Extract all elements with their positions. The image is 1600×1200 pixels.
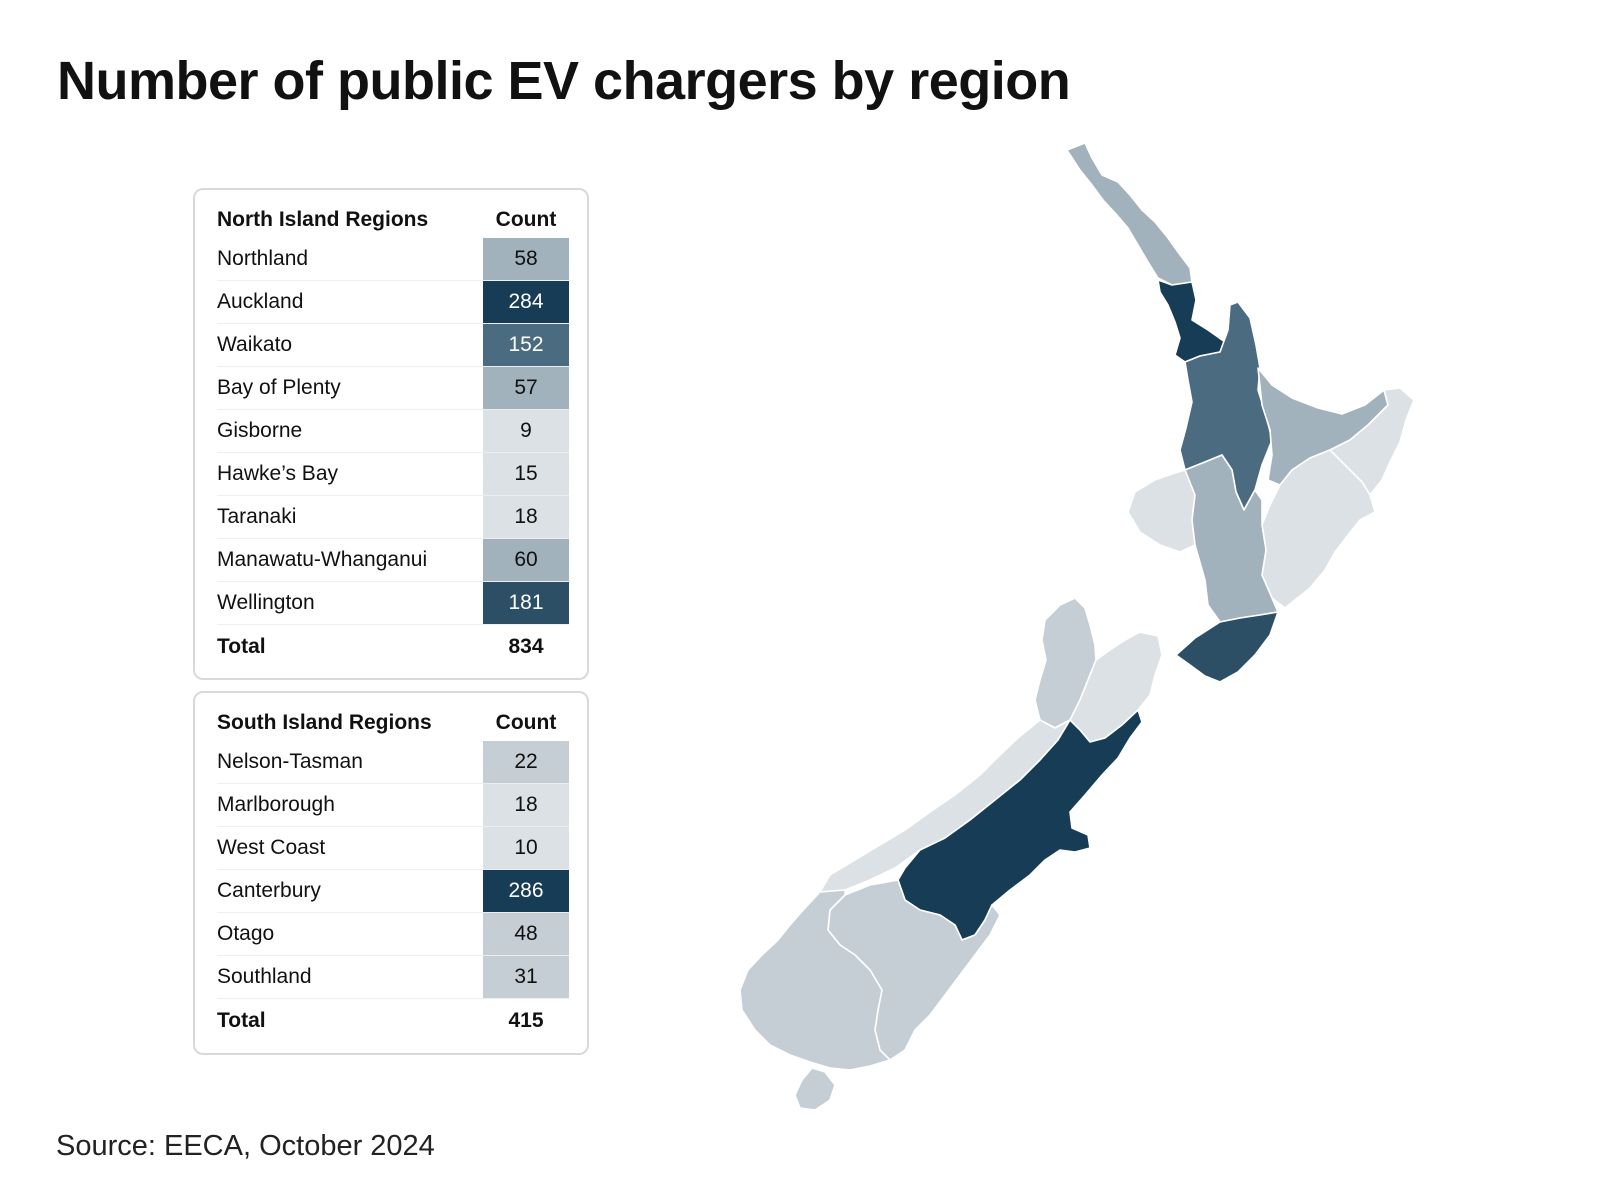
region-name: Gisborne: [217, 409, 483, 453]
region-count: 10: [483, 826, 569, 870]
region-name: Otago: [217, 912, 483, 956]
table-header-row: North Island Regions Count: [217, 202, 569, 238]
table-row: Auckland 284: [217, 280, 569, 324]
region-name: Auckland: [217, 280, 483, 324]
region-wellington: [1175, 611, 1279, 683]
count-column-header: Count: [495, 711, 557, 734]
region-name: Marlborough: [217, 783, 483, 827]
region-auckland: [1157, 279, 1226, 363]
new-zealand-choropleth-map: [740, 140, 1460, 1140]
region-count: 58: [483, 238, 569, 281]
total-label: Total: [217, 1009, 266, 1032]
table-row: Canterbury 286: [217, 869, 569, 913]
region-name: Manawatu-Whanganui: [217, 538, 483, 582]
region-count: 9: [483, 409, 569, 453]
table-row: Otago 48: [217, 912, 569, 956]
table-row: West Coast 10: [217, 826, 569, 870]
total-label: Total: [217, 635, 266, 658]
region-name: Nelson-Tasman: [217, 741, 483, 784]
region-name: Hawke’s Bay: [217, 452, 483, 496]
total-value: 834: [508, 635, 544, 658]
south-island-table: South Island Regions Count Nelson-Tasman…: [217, 705, 569, 1043]
region-taranaki: [1127, 469, 1196, 553]
region-count: 57: [483, 366, 569, 410]
north-island-table-panel: North Island Regions Count Northland 58 Au…: [193, 188, 589, 680]
table-row: Waikato 152: [217, 323, 569, 367]
table-row: Wellington 181: [217, 581, 569, 625]
table-row: Manawatu-Whanganui 60: [217, 538, 569, 582]
table-row: Southland 31: [217, 955, 569, 999]
region-count: 152: [483, 323, 569, 367]
table-header-row: South Island Regions Count: [217, 705, 569, 741]
region-waikato: [1179, 301, 1273, 511]
north-island-table: North Island Regions Count Northland 58 Au…: [217, 202, 569, 669]
region-count: 181: [483, 581, 569, 625]
region-name: Bay of Plenty: [217, 366, 483, 410]
table-row: Bay of Plenty 57: [217, 366, 569, 410]
total-row: Total 415: [217, 999, 569, 1044]
table-row: Taranaki 18: [217, 495, 569, 539]
table-row: Northland 58: [217, 238, 569, 281]
region-count: 18: [483, 495, 569, 539]
region-name: West Coast: [217, 826, 483, 870]
region-column-header: North Island Regions: [217, 208, 429, 231]
region-name: Taranaki: [217, 495, 483, 539]
region-count: 22: [483, 741, 569, 784]
region-southland: [740, 889, 891, 1071]
table-row: Gisborne 9: [217, 409, 569, 453]
region-count: 31: [483, 955, 569, 999]
map-svg: [740, 142, 1415, 1111]
table-row: Hawke’s Bay 15: [217, 452, 569, 496]
region-name: Southland: [217, 955, 483, 999]
table-row: Marlborough 18: [217, 783, 569, 827]
region-name: Canterbury: [217, 869, 483, 913]
total-value: 415: [508, 1009, 544, 1032]
region-count: 18: [483, 783, 569, 827]
total-row: Total 834: [217, 625, 569, 670]
region-name: Waikato: [217, 323, 483, 367]
table-row: Nelson-Tasman 22: [217, 741, 569, 784]
count-column-header: Count: [495, 208, 557, 231]
region-count: 60: [483, 538, 569, 582]
region-count: 286: [483, 869, 569, 913]
south-island-table-panel: South Island Regions Count Nelson-Tasman…: [193, 691, 589, 1055]
region-count: 284: [483, 280, 569, 324]
source-note: Source: EECA, October 2024: [56, 1130, 435, 1162]
region-northland: [1066, 142, 1193, 286]
region-count: 15: [483, 452, 569, 496]
region-manawatu-whanganui: [1184, 454, 1279, 623]
chart-title: Number of public EV chargers by region: [57, 51, 1071, 111]
region-name: Northland: [217, 238, 483, 281]
region-count: 48: [483, 912, 569, 956]
region-canterbury: [897, 709, 1143, 941]
region-name: Wellington: [217, 581, 483, 625]
region-column-header: South Island Regions: [217, 711, 432, 734]
stewart-island: [794, 1067, 836, 1111]
